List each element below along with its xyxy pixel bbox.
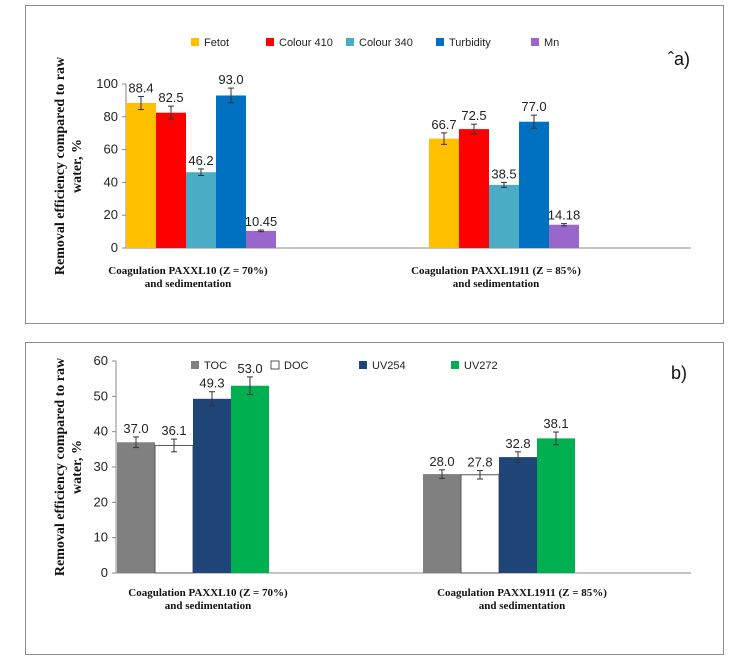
category-label: Coagulation PAXXL10 (Z = 70%): [108, 265, 268, 277]
y-tick-label: 0: [111, 240, 118, 255]
bar-fetot: [429, 138, 459, 248]
category-label: and sedimentation: [479, 600, 566, 612]
y-tick-label: 100: [96, 76, 118, 91]
y-axis-label: Removal efficiency compared to raw water,…: [53, 357, 85, 576]
bar-toc: [117, 442, 155, 573]
bar-uv272: [231, 385, 269, 573]
data-label: 37.0: [123, 421, 148, 436]
y-axis-label: Removal efficiency compared to raw water,…: [53, 56, 85, 275]
bar-mn: [246, 230, 276, 248]
legend-label: Colour 340: [359, 37, 413, 49]
bar-colour-410: [459, 129, 489, 248]
data-label: 10.45: [245, 214, 278, 229]
legend-label: Colour 410: [279, 37, 333, 49]
panel-label: ˆa): [668, 49, 690, 69]
data-label: 28.0: [429, 454, 454, 469]
y-tick-label: 0: [101, 565, 108, 580]
category-label: and sedimentation: [165, 600, 252, 612]
y-tick-label: 30: [94, 459, 108, 474]
chart-panel-a: 0 20 40 60 80 100 Removal efficiency compared …: [25, 5, 724, 324]
bar-colour-340: [489, 184, 519, 248]
legend-swatch: [191, 361, 199, 369]
legend-swatch: [531, 38, 539, 46]
data-label: 32.8: [505, 436, 530, 451]
bar-uv272: [537, 438, 575, 573]
data-label: 53.0: [237, 361, 262, 376]
bar-colour-410: [156, 112, 186, 248]
bar-doc: [460, 474, 500, 574]
y-tick-label: 40: [104, 174, 118, 189]
y-tick-label: 80: [104, 109, 118, 124]
category-label: and sedimentation: [145, 278, 232, 290]
y-tick-label: 60: [104, 142, 118, 157]
legend-label: TOC: [204, 360, 227, 372]
legend-swatch: [451, 361, 459, 369]
legend-swatch: [346, 38, 354, 46]
legend-swatch: [191, 38, 199, 46]
data-label: 27.8: [467, 455, 492, 470]
bar-uv254: [499, 457, 537, 573]
data-label: 66.7: [431, 117, 456, 132]
y-axis-label-line: Removal efficiency compared to raw: [53, 56, 68, 275]
legend-swatch: [270, 360, 280, 370]
category-label: and sedimentation: [453, 278, 540, 290]
legend-label: Fetot: [204, 37, 229, 49]
legend-label: DOC: [284, 360, 309, 372]
data-label: 93.0: [218, 72, 243, 87]
legend-swatch: [436, 38, 444, 46]
data-label: 36.1: [161, 423, 186, 438]
category-label: Coagulation PAXXL1911 (Z = 85%): [437, 587, 607, 599]
legend-swatch: [266, 38, 274, 46]
y-axis-label-line: Removal efficiency compared to raw: [53, 357, 68, 576]
y-tick-label: 10: [94, 530, 108, 545]
data-label: 88.4: [128, 80, 153, 95]
data-label: 38.5: [491, 166, 516, 181]
legend-label: Mn: [544, 37, 559, 49]
legend-label: UV254: [372, 360, 406, 372]
bar-mn: [549, 224, 579, 248]
chart-a-svg: 0 20 40 60 80 100 Removal efficiency compared …: [53, 37, 691, 290]
data-label: 46.2: [188, 153, 213, 168]
legend-label: UV272: [464, 360, 498, 372]
bar-fetot: [126, 103, 156, 248]
data-label: 49.3: [199, 376, 224, 391]
data-label: 38.1: [543, 416, 568, 431]
y-tick-label: 40: [94, 424, 108, 439]
bar-uv254: [193, 398, 231, 573]
bar-turbidity: [519, 121, 549, 248]
bar-toc: [423, 474, 461, 573]
y-tick-label: 50: [94, 388, 108, 403]
category-label: Coagulation PAXXL10 (Z = 70%): [128, 587, 288, 599]
y-tick-label: 20: [94, 494, 108, 509]
chart-panel-b: 0 10 20 30 40 50 60 Removal efficiency compared…: [25, 342, 724, 655]
bar-turbidity: [216, 95, 246, 248]
bar-doc: [154, 444, 194, 574]
data-label: 82.5: [158, 90, 183, 105]
y-tick-label: 60: [94, 353, 108, 368]
legend-swatch: [359, 361, 367, 369]
bar-colour-340: [186, 172, 216, 248]
data-label: 72.5: [461, 108, 486, 123]
chart-b-svg: 0 10 20 30 40 50 60 Removal efficiency compared…: [53, 353, 691, 612]
y-tick-label: 20: [104, 207, 118, 222]
y-axis-label-line: water, %: [70, 139, 85, 193]
y-axis-label-line: water, %: [70, 440, 85, 494]
panel-label: b): [671, 363, 687, 383]
data-label: 77.0: [521, 99, 546, 114]
data-label: 14.18: [548, 208, 581, 223]
category-label: Coagulation PAXXL1911 (Z = 85%): [411, 265, 581, 277]
legend-label: Turbidity: [449, 37, 491, 49]
